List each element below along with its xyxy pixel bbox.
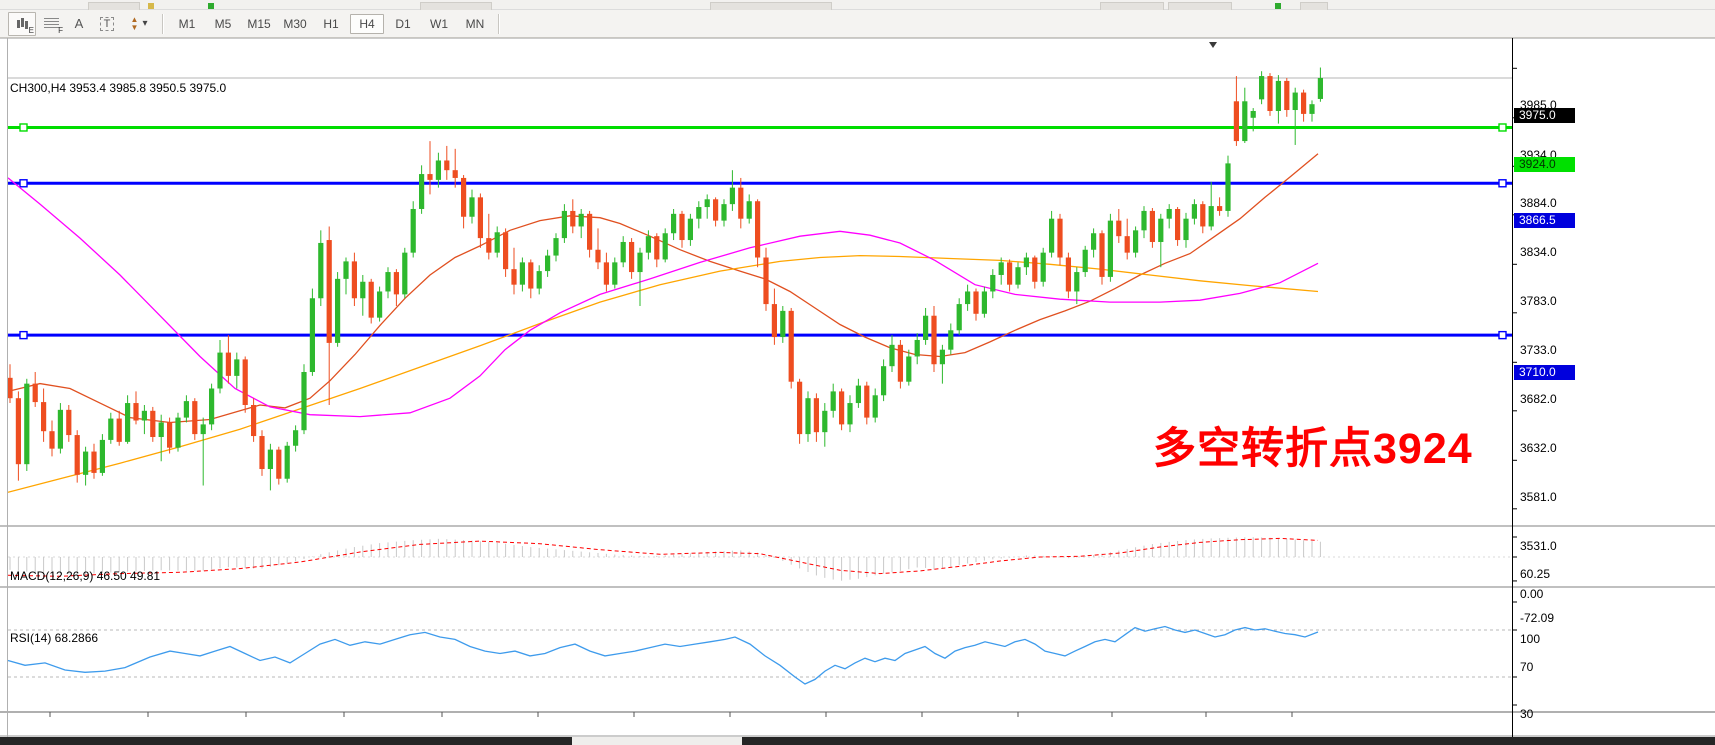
- new-order-icon: [148, 3, 154, 9]
- toolbar-fragment: [1100, 2, 1164, 10]
- macd-panel: [7, 537, 1512, 581]
- price-tick: 3581.0: [1520, 490, 1557, 505]
- chart-annotation-text: 多空转折点3924: [1153, 425, 1473, 473]
- toolbar-separator: [498, 13, 500, 34]
- timeframe-d1[interactable]: D1: [395, 16, 411, 31]
- chart-canvas[interactable]: [0, 38, 1715, 745]
- text-box-icon[interactable]: T: [94, 13, 120, 35]
- timeframe-w1[interactable]: W1: [430, 16, 448, 31]
- price-tick: 3531.0: [1520, 538, 1557, 553]
- status-icon: [1275, 3, 1281, 9]
- text-label-icon[interactable]: A: [74, 16, 84, 31]
- price-tick: 3733.0: [1520, 342, 1557, 357]
- toolbar-fragment: [88, 2, 140, 10]
- toolbar-fragment: [710, 2, 832, 10]
- arrows-glyph: ▲ ▼: [130, 14, 139, 32]
- rsi-tick: 70: [1520, 660, 1534, 674]
- ma-mid-orange: [8, 254, 1319, 493]
- last-price-tag: 3975.0: [1514, 108, 1575, 123]
- macd-label: MACD(12,26,9) 46.50 49.81: [10, 569, 161, 583]
- price-tick: 3632.0: [1520, 440, 1557, 455]
- ma-fast-red: [8, 153, 1319, 424]
- rsi-tick: 30: [1520, 707, 1534, 721]
- autotrading-icon: [208, 3, 214, 9]
- hline-3866-tag: 3866.5: [1514, 213, 1575, 229]
- price-tick: 3884.0: [1520, 196, 1557, 211]
- ma-slow-magenta: [8, 177, 1319, 418]
- macd-tick: -72.09: [1520, 610, 1555, 625]
- horizontal-scrollbar[interactable]: [0, 737, 1715, 745]
- timeframe-h1[interactable]: H1: [323, 16, 339, 31]
- price-tick: 3834.0: [1520, 244, 1557, 259]
- chart-shift-marker: [1209, 42, 1217, 48]
- candles-glyph: [15, 17, 29, 31]
- scrollbar-track-gap: [572, 737, 742, 745]
- chart-toolbar: E F A T ▲ ▼ ▾ M1 M5 M15 M30 H1 H4 D1 W1 MN: [0, 10, 1715, 38]
- chart-area[interactable]: CH300,H4 3953.4 3985.8 3950.5 3975.0 MAC…: [0, 38, 1715, 745]
- rsi-label: RSI(14) 68.2866: [10, 631, 99, 645]
- timeframe-mn[interactable]: MN: [465, 16, 485, 31]
- toolbar-separator: [162, 13, 164, 34]
- hline-3924-tag: 3924.0: [1514, 157, 1575, 173]
- chevron-down-icon: ▾: [142, 18, 148, 29]
- timeframe-m30[interactable]: M30: [283, 16, 307, 31]
- indicators-chart-icon[interactable]: E: [8, 11, 36, 36]
- candles: [8, 67, 1323, 491]
- macd-tick: 0.00: [1520, 587, 1544, 601]
- rsi-line: [7, 625, 1319, 685]
- timeframe-m5[interactable]: M5: [214, 16, 232, 31]
- rsi-panel: [7, 625, 1512, 685]
- rsi-tick: 100: [1520, 632, 1541, 646]
- timeframe-bar: M1 M5 M15 M30 H1 H4 D1 W1 MN: [169, 13, 493, 34]
- timeframe-m15[interactable]: M15: [247, 16, 271, 31]
- price-tick: 3682.0: [1520, 392, 1557, 407]
- grid-icon[interactable]: F: [38, 13, 64, 35]
- toolbar-fragment: [1300, 2, 1328, 10]
- macd-tick: 60.25: [1520, 566, 1551, 581]
- toolbar-partial-row: [0, 0, 1715, 10]
- timeframe-h4[interactable]: H4: [350, 13, 384, 34]
- toolbar-fragment: [420, 2, 492, 10]
- hline-3710-tag: 3710.0: [1514, 365, 1575, 381]
- symbol-ohlc-title: CH300,H4 3953.4 3985.8 3950.5 3975.0: [10, 81, 227, 95]
- main-price-panel: [8, 67, 1512, 493]
- timeframe-m1[interactable]: M1: [178, 16, 196, 31]
- macd-signal-line: [7, 537, 1319, 577]
- cycle-arrows-icon[interactable]: ▲ ▼ ▾: [122, 13, 156, 35]
- toolbar-fragment: [1168, 2, 1232, 10]
- price-tick: 3783.0: [1520, 294, 1557, 309]
- grid-glyph: [43, 17, 59, 30]
